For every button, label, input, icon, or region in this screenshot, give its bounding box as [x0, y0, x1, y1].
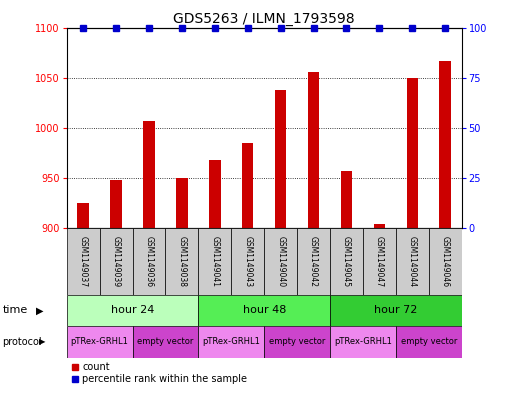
Text: hour 72: hour 72 [374, 305, 418, 316]
Bar [275, 90, 286, 228]
Bar [440, 61, 451, 228]
Title: GDS5263 / ILMN_1793598: GDS5263 / ILMN_1793598 [173, 13, 355, 26]
Bar [330, 326, 396, 358]
Text: GSM1149042: GSM1149042 [309, 236, 318, 287]
Bar [373, 224, 385, 228]
Text: protocol: protocol [3, 337, 42, 347]
Bar [396, 326, 462, 358]
Bar [143, 121, 155, 228]
Text: GSM1149036: GSM1149036 [145, 236, 153, 287]
Bar [330, 295, 462, 326]
Bar [67, 228, 100, 295]
Bar [132, 326, 199, 358]
Bar [209, 160, 221, 228]
Bar [429, 228, 462, 295]
Text: pTRex-GRHL1: pTRex-GRHL1 [334, 338, 392, 346]
Text: GSM1149045: GSM1149045 [342, 236, 351, 287]
Bar [77, 203, 89, 228]
Text: GSM1149040: GSM1149040 [276, 236, 285, 287]
Text: pTRex-GRHL1: pTRex-GRHL1 [71, 338, 129, 346]
Bar [176, 178, 188, 228]
Bar [341, 171, 352, 228]
Bar [67, 295, 199, 326]
Text: empty vector: empty vector [137, 338, 193, 346]
Text: GSM1149039: GSM1149039 [111, 236, 121, 287]
Bar [264, 228, 297, 295]
Bar [231, 228, 264, 295]
Bar [199, 228, 231, 295]
Text: pTRex-GRHL1: pTRex-GRHL1 [202, 338, 260, 346]
Text: ▶: ▶ [38, 338, 45, 346]
Bar [330, 228, 363, 295]
Bar [363, 228, 396, 295]
Legend: count, percentile rank within the sample: count, percentile rank within the sample [71, 362, 247, 384]
Text: GSM1149043: GSM1149043 [243, 236, 252, 287]
Text: empty vector: empty vector [401, 338, 457, 346]
Bar [264, 326, 330, 358]
Text: hour 48: hour 48 [243, 305, 286, 316]
Text: GSM1149041: GSM1149041 [210, 236, 220, 287]
Bar [132, 228, 165, 295]
Bar [297, 228, 330, 295]
Bar [308, 72, 319, 228]
Bar [396, 228, 429, 295]
Text: empty vector: empty vector [269, 338, 325, 346]
Bar [67, 326, 132, 358]
Bar [100, 228, 132, 295]
Text: time: time [3, 305, 28, 316]
Text: GSM1149046: GSM1149046 [441, 236, 450, 287]
Text: ▶: ▶ [36, 305, 44, 316]
Text: hour 24: hour 24 [111, 305, 154, 316]
Text: GSM1149038: GSM1149038 [177, 236, 186, 287]
Bar [242, 143, 253, 228]
Text: GSM1149037: GSM1149037 [78, 236, 88, 287]
Text: GSM1149047: GSM1149047 [375, 236, 384, 287]
Bar [199, 326, 264, 358]
Bar [165, 228, 199, 295]
Bar [407, 77, 418, 228]
Bar [199, 295, 330, 326]
Text: GSM1149044: GSM1149044 [408, 236, 417, 287]
Bar [110, 180, 122, 228]
